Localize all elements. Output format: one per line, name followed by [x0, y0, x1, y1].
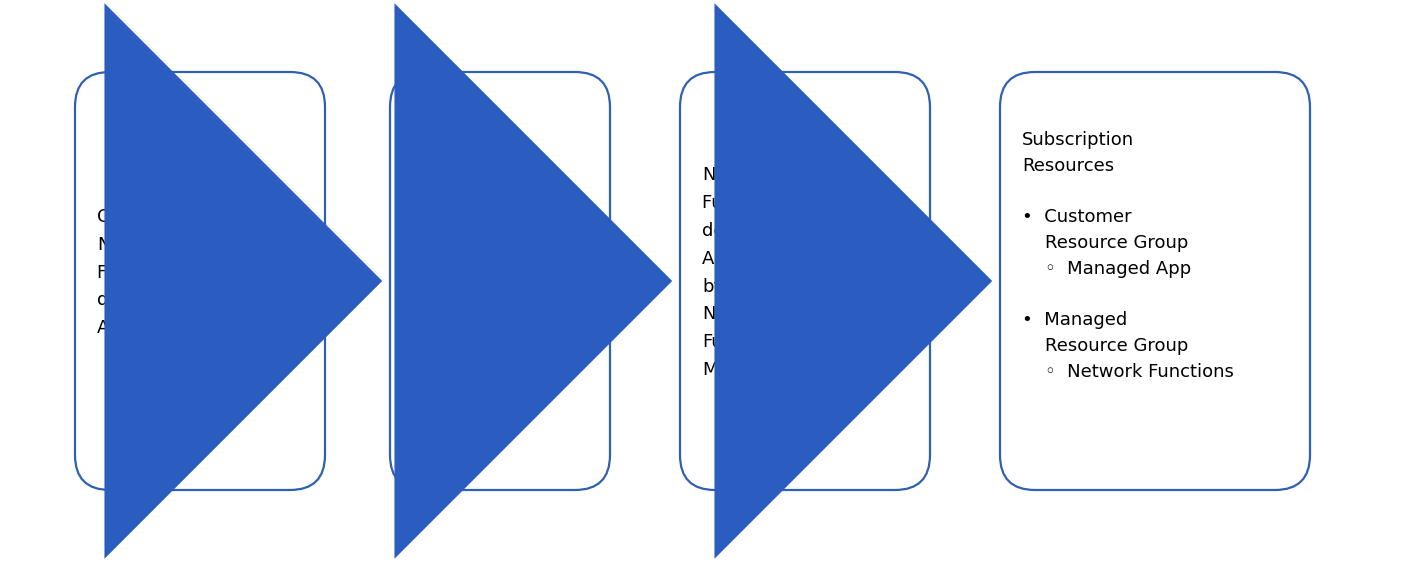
Text: Network
Functions are
deployed in
Azure Stack Edge
by
Network
Function
Manager: Network Functions are deployed in Azure … — [702, 166, 860, 379]
Text: Choose the
Network
Function Offer to
deploy to
Azure Stack Edge: Choose the Network Function Offer to dep… — [97, 208, 255, 337]
FancyBboxPatch shape — [1000, 72, 1310, 490]
FancyBboxPatch shape — [76, 72, 325, 490]
FancyBboxPatch shape — [680, 72, 930, 490]
Text: Subscription
Resources

•  Customer
    Resource Group
    ◦  Managed App

•  Ma: Subscription Resources • Customer Resour… — [1022, 132, 1233, 380]
FancyBboxPatch shape — [389, 72, 610, 490]
Text: Azure
Marketplace
Managed
Application: Azure Marketplace Managed Application — [412, 222, 523, 323]
